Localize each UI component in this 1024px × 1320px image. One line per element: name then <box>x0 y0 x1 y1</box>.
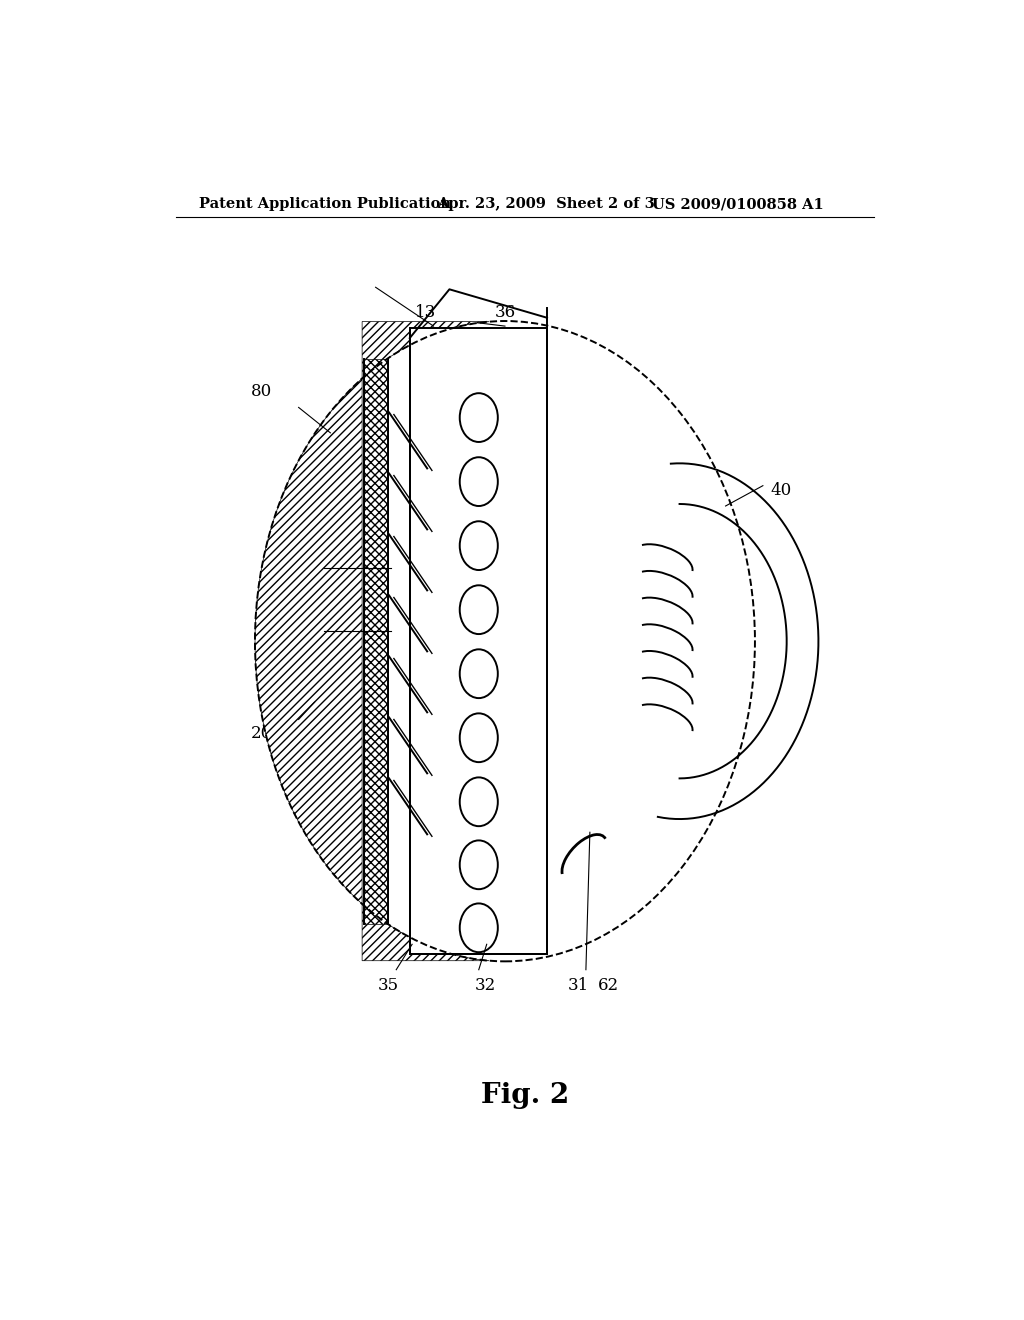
Text: P: P <box>446 622 459 639</box>
Circle shape <box>460 585 498 634</box>
Text: 13: 13 <box>415 304 436 321</box>
Text: US 2009/0100858 A1: US 2009/0100858 A1 <box>652 197 823 211</box>
Text: Apr. 23, 2009  Sheet 2 of 3: Apr. 23, 2009 Sheet 2 of 3 <box>437 197 655 211</box>
Polygon shape <box>255 322 489 961</box>
Circle shape <box>460 457 498 506</box>
Circle shape <box>460 777 498 826</box>
Text: 62: 62 <box>598 977 618 994</box>
Circle shape <box>460 841 498 890</box>
Circle shape <box>460 649 498 698</box>
Text: 35: 35 <box>378 977 399 994</box>
Circle shape <box>460 903 498 952</box>
Text: 20: 20 <box>251 725 272 742</box>
Circle shape <box>460 393 498 442</box>
Text: 31: 31 <box>568 977 590 994</box>
Text: 36: 36 <box>496 304 516 321</box>
Circle shape <box>255 321 755 961</box>
Text: 40: 40 <box>771 482 793 499</box>
Text: W: W <box>298 590 316 609</box>
Circle shape <box>460 713 498 762</box>
Text: Patent Application Publication: Patent Application Publication <box>200 197 452 211</box>
Polygon shape <box>364 359 387 924</box>
Text: 80: 80 <box>251 383 272 400</box>
Text: 32: 32 <box>474 977 496 994</box>
Polygon shape <box>410 327 547 954</box>
Circle shape <box>460 521 498 570</box>
Text: Fig. 2: Fig. 2 <box>480 1082 569 1109</box>
